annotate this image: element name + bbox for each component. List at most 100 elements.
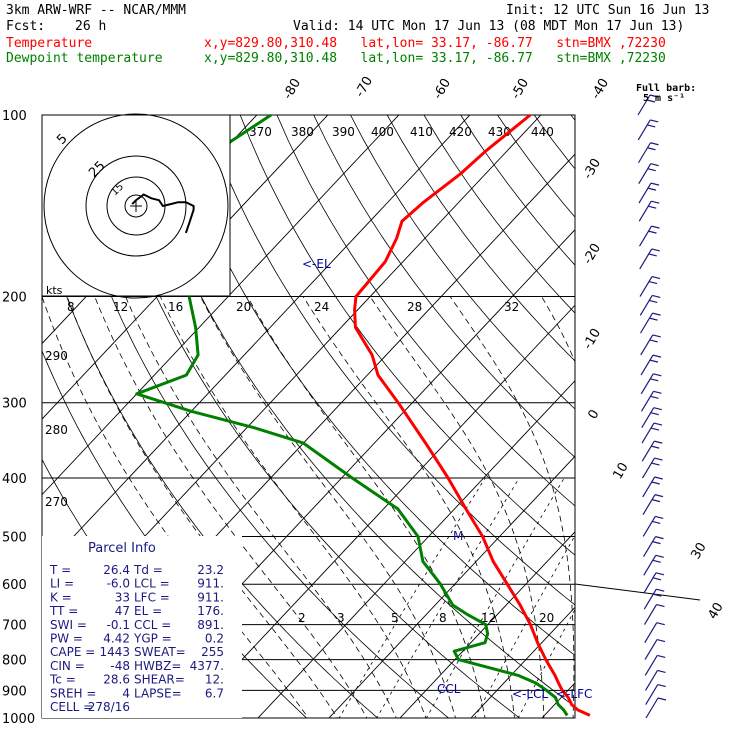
isotherm-label: 10	[610, 460, 631, 482]
level-marker: CCL	[437, 682, 461, 696]
wind-barb	[639, 248, 660, 270]
wind-barb-flag	[653, 373, 662, 377]
parcel-info-background	[42, 536, 242, 718]
isotherm	[470, 606, 575, 718]
wind-barb-flag	[651, 248, 660, 252]
wind-barb-flag	[649, 317, 658, 321]
init-time: Init: 12 UTC Sun 16 Jun 13	[506, 3, 710, 18]
wind-barb-flag	[653, 390, 662, 394]
wind-barb	[643, 572, 665, 594]
hodograph-ring	[85, 155, 187, 257]
wind-barb	[645, 683, 666, 705]
wind-barb-flag	[651, 200, 660, 204]
wind-barb-flag	[657, 669, 666, 673]
parcel-info-value: 33	[115, 590, 130, 604]
wind-barb-flag	[649, 339, 658, 343]
parcel-info-value: 911.	[197, 577, 224, 591]
mixing-ratio-label: 5	[391, 611, 399, 625]
model-title: 3km ARW-WRF -- NCAR/MMM	[6, 3, 187, 18]
isotherm	[672, 87, 740, 730]
theta-label: 290	[45, 349, 68, 363]
wind-barbs	[637, 94, 667, 719]
dewpoint-location: x,y=829.80,310.48 lat,lon= 33.17, -86.77…	[204, 51, 666, 66]
parcel-info-label: YGP =	[133, 632, 172, 646]
forecast-label: Fcst:	[6, 19, 46, 34]
plot-frame	[41, 114, 576, 719]
barb-legend-units: 5 m s⁻¹	[643, 93, 686, 104]
wind-barb-flag	[656, 604, 665, 608]
hodograph-ring	[124, 194, 148, 218]
dry-adiabat	[497, 115, 575, 218]
parcel-info-value: -6.0	[107, 577, 130, 591]
dry-adiabat	[460, 115, 575, 266]
wind-barb-staff	[642, 476, 656, 498]
wind-barb-flag	[647, 124, 656, 128]
isotherm	[541, 682, 575, 718]
wind-barb	[639, 312, 661, 334]
parcel-info-value: -0.1	[107, 618, 130, 632]
wind-barb	[641, 407, 662, 428]
wind-barb-flag	[650, 427, 660, 431]
parcel-info-value: -48	[110, 659, 130, 673]
wind-barb-flag	[650, 119, 659, 123]
temperature-location: x,y=829.80,310.48 lat,lon= 33.17, -86.77…	[204, 36, 666, 51]
wind-barb	[637, 142, 659, 164]
wind-barb-flag	[649, 299, 658, 304]
mixing-ratio-label: 12	[481, 611, 496, 625]
wind-barb	[638, 163, 659, 185]
parcel-info-label: SREH =	[50, 686, 96, 700]
wind-barb-staff	[639, 312, 654, 334]
theta-e-label: 420	[449, 125, 472, 139]
parcel-info-label: LAPSE=	[134, 686, 182, 700]
parcel-info-panel: Parcel Info T = 26.4 Td = 23.2 LI = -6.0 LCL = 9…	[42, 536, 242, 718]
wind-barb-flag	[651, 275, 661, 280]
wind-barb	[642, 494, 664, 515]
parcel-info-label: EL =	[134, 604, 162, 618]
wind-barb	[639, 275, 661, 297]
wind-barb-flag	[655, 572, 665, 576]
theta-e-label: 370	[249, 125, 272, 139]
wind-barb	[643, 554, 664, 576]
parcel-info-label: LCL =	[134, 577, 170, 591]
wind-barb	[645, 697, 667, 719]
parcel-info-value: 23.2	[197, 563, 224, 577]
wind-barb	[643, 604, 665, 625]
wind-barb	[642, 536, 664, 557]
isotherm	[399, 531, 575, 718]
parcel-info-value: 176.	[197, 604, 224, 618]
mixing-ratio-label: 20	[236, 300, 251, 314]
mixing-ratio-label: 3	[337, 611, 345, 625]
wind-barb-flag	[652, 334, 661, 338]
wind-barb-flag	[648, 230, 657, 234]
wind-barb	[638, 200, 660, 222]
wind-barb-flag	[653, 407, 662, 411]
theta-e-label: 390	[332, 125, 355, 139]
wind-barb-staff	[638, 225, 653, 247]
wind-barb-staff	[643, 604, 658, 625]
wind-barb	[638, 225, 660, 247]
wind-barb-staff	[644, 622, 658, 643]
wind-barb	[640, 373, 662, 395]
wind-barb-flag	[652, 354, 662, 358]
dry-adiabat	[718, 115, 740, 731]
moist-adiabat	[66, 296, 338, 718]
moist-adiabat	[541, 296, 575, 363]
parcel-info-label: LFC =	[134, 590, 170, 604]
wind-barb-staff	[641, 440, 655, 462]
wind-barb-staff	[641, 422, 655, 444]
dry-adiabat	[645, 115, 740, 731]
isotherm	[601, 87, 740, 730]
wind-barb	[637, 94, 659, 116]
parcel-info-label: Tc =	[49, 673, 76, 687]
isotherm-label: -80	[280, 76, 304, 102]
isotherm-label: -10	[580, 326, 604, 352]
wind-barb-flag	[650, 142, 659, 146]
wind-barb-flag	[649, 94, 659, 98]
dry-adiabat	[533, 115, 575, 170]
wind-barb-flag	[652, 559, 661, 563]
wind-barb-flag	[646, 99, 656, 103]
pressure-tick-label: 400	[2, 472, 27, 487]
dry-adiabat	[313, 115, 575, 458]
